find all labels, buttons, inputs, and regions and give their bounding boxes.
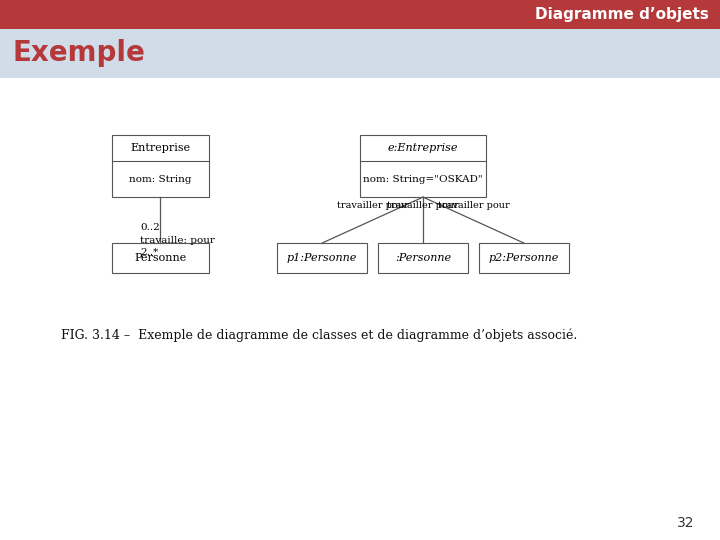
Text: nom: String="OSKAD": nom: String="OSKAD" — [363, 174, 483, 184]
Text: Personne: Personne — [134, 253, 186, 263]
FancyBboxPatch shape — [479, 243, 569, 273]
Text: 0..2: 0..2 — [140, 224, 160, 232]
FancyBboxPatch shape — [112, 135, 209, 197]
Text: :Personne: :Personne — [395, 253, 451, 263]
FancyBboxPatch shape — [277, 243, 367, 273]
Text: FIG. 3.14 –  Exemple de diagramme de classes et de diagramme d’objets associé.: FIG. 3.14 – Exemple de diagramme de clas… — [61, 328, 577, 342]
FancyBboxPatch shape — [112, 243, 209, 273]
Text: 2..*: 2..* — [140, 248, 158, 257]
Text: travailler pour: travailler pour — [387, 201, 459, 210]
Text: Diagramme d’objets: Diagramme d’objets — [536, 7, 709, 22]
FancyBboxPatch shape — [0, 0, 720, 29]
Text: 32: 32 — [678, 516, 695, 530]
FancyBboxPatch shape — [378, 243, 468, 273]
FancyBboxPatch shape — [0, 29, 720, 78]
Text: nom: String: nom: String — [129, 174, 192, 184]
Text: travaille: pour: travaille: pour — [140, 236, 215, 245]
FancyBboxPatch shape — [360, 135, 486, 197]
Text: travailler pour: travailler pour — [337, 201, 408, 210]
Text: p2:Personne: p2:Personne — [489, 253, 559, 263]
Text: Entreprise: Entreprise — [130, 143, 190, 153]
Text: p1:Personne: p1:Personne — [287, 253, 357, 263]
FancyBboxPatch shape — [0, 78, 720, 540]
Text: travailler pour: travailler pour — [438, 201, 509, 210]
Text: e:Entreprise: e:Entreprise — [388, 143, 458, 153]
Text: Exemple: Exemple — [13, 39, 146, 68]
